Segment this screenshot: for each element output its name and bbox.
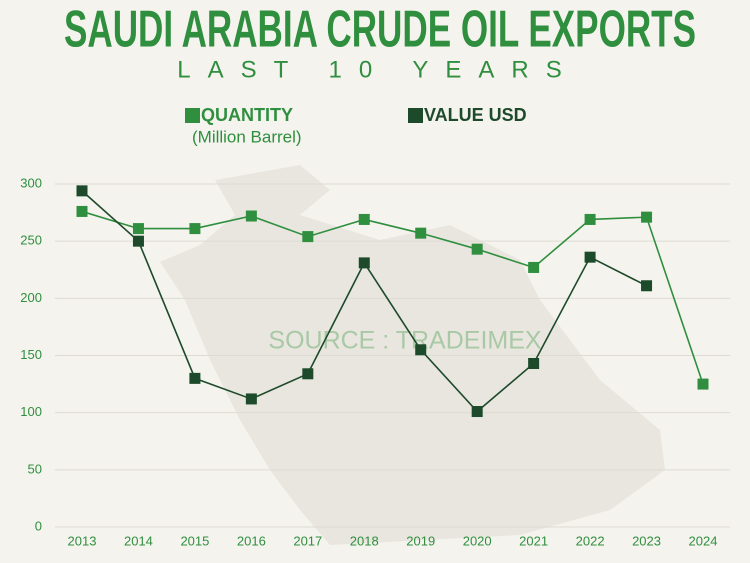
x-tick-label: 2018 bbox=[350, 533, 379, 548]
data-point bbox=[358, 257, 370, 269]
x-tick-label: 2024 bbox=[689, 533, 718, 548]
data-point bbox=[471, 406, 483, 418]
y-tick-label: 150 bbox=[20, 347, 42, 362]
data-point bbox=[302, 368, 314, 380]
data-point bbox=[641, 280, 653, 292]
legend-label: QUANTITY bbox=[201, 105, 293, 125]
x-tick-label: 2021 bbox=[519, 533, 548, 548]
data-point bbox=[584, 213, 596, 225]
data-point bbox=[189, 372, 201, 384]
data-point bbox=[76, 185, 88, 197]
legend-label: VALUE USD bbox=[424, 105, 527, 125]
data-point bbox=[528, 261, 540, 273]
data-point bbox=[641, 211, 653, 223]
chart-subtitle: LAST 10 YEARS bbox=[177, 56, 579, 83]
x-tick-label: 2014 bbox=[124, 533, 153, 548]
watermark: SOURCE : TRADEIMEX bbox=[268, 327, 542, 355]
y-tick-label: 250 bbox=[20, 233, 42, 248]
x-tick-label: 2023 bbox=[632, 533, 661, 548]
x-tick-label: 2015 bbox=[180, 533, 209, 548]
data-point bbox=[76, 205, 88, 217]
data-point bbox=[415, 227, 427, 239]
data-point bbox=[132, 223, 144, 235]
legend-note: (Million Barrel) bbox=[192, 127, 302, 146]
data-point bbox=[245, 393, 257, 405]
series-line bbox=[81, 210, 704, 385]
y-tick-label: 50 bbox=[28, 461, 42, 476]
data-point bbox=[471, 243, 483, 255]
x-tick-label: 2019 bbox=[406, 533, 435, 548]
data-point bbox=[528, 358, 540, 370]
y-tick-label: 300 bbox=[20, 175, 42, 190]
data-point bbox=[415, 344, 427, 356]
x-tick-label: 2020 bbox=[463, 533, 492, 548]
x-tick-label: 2022 bbox=[576, 533, 605, 548]
x-tick-label: 2016 bbox=[237, 533, 266, 548]
x-tick-label: 2017 bbox=[293, 533, 322, 548]
data-point bbox=[302, 231, 314, 243]
data-point bbox=[358, 213, 370, 225]
data-point bbox=[132, 235, 144, 247]
chart-title: SAUDI ARABIA CRUDE OIL EXPORTS bbox=[64, 1, 696, 59]
y-tick-label: 200 bbox=[20, 290, 42, 305]
data-point bbox=[584, 251, 596, 263]
x-tick-label: 2013 bbox=[68, 533, 97, 548]
data-point bbox=[189, 223, 201, 235]
legend-swatch bbox=[185, 108, 200, 123]
data-point bbox=[245, 210, 257, 222]
legend-swatch bbox=[408, 108, 423, 123]
y-tick-label: 100 bbox=[20, 404, 42, 419]
data-point bbox=[697, 378, 709, 390]
y-tick-label: 0 bbox=[35, 518, 42, 533]
